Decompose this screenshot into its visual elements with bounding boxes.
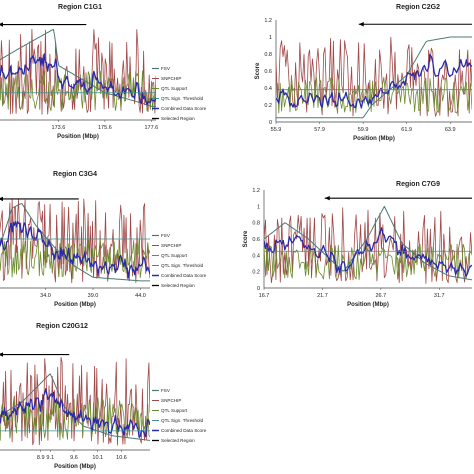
chart-panel-5: Region C20G12 8.9 9.1 9.6 10.1 10.6 Position (…: [0, 323, 207, 470]
legend-entry: QTL Support: [161, 86, 188, 91]
series-combined-score-line: [0, 220, 150, 279]
y-tick-label: 0.8: [264, 52, 272, 58]
series-combined-score-line: [264, 227, 472, 277]
x-tick-label: 177.6: [144, 125, 158, 131]
y-tick-label: 1: [257, 204, 260, 210]
y-tick-label: 0.2: [264, 103, 272, 109]
y-tick-label: 1: [269, 35, 272, 41]
x-axis-label: Position (Mbp): [57, 134, 99, 140]
x-tick-label: 31.7: [434, 293, 445, 299]
y-tick-label: 0.6: [252, 237, 260, 243]
series-fsv-line: [264, 205, 472, 281]
chart-panel-1: Region C1G1 173.6 175.6 177.6 Position (Mbp)…: [0, 4, 207, 140]
x-tick-label: 39.0: [88, 293, 99, 299]
x-axis-label: Position (Mbp): [347, 302, 389, 308]
x-tick-label: 59.9: [358, 127, 369, 133]
series-fsv-line: [0, 203, 150, 282]
x-tick-label: 9.6: [70, 455, 78, 461]
x-tick-label: 57.9: [314, 127, 325, 133]
x-tick-label: 10.1: [92, 455, 103, 461]
y-tick-label: 0.2: [252, 270, 260, 276]
chart-title: Region C1G1: [58, 4, 102, 11]
legend-entry: Selected Region: [161, 438, 195, 443]
x-tick-label: 44.0: [135, 293, 146, 299]
x-axis-label: Position (Mbp): [54, 302, 96, 308]
series-snpchip-line: [0, 28, 156, 115]
x-tick-label: 63.9: [445, 127, 456, 133]
series-qtl-support-line: [264, 242, 472, 281]
selected-region-arrowhead: [358, 22, 364, 27]
y-tick-label: 0.6: [264, 69, 272, 75]
x-tick-label: 21.7: [317, 293, 328, 299]
legend-entry: FSV: [161, 66, 171, 71]
legend-entry: QTL Support: [161, 408, 188, 413]
y-tick-label: 0.8: [252, 221, 260, 227]
selected-region-arrowhead: [0, 196, 3, 202]
legend-entry: QTL Sign. Threshold: [161, 418, 204, 423]
selected-region-arrowhead: [0, 352, 3, 357]
x-axis-label: Position (Mbp): [54, 464, 96, 470]
legend-entry: SNPCHIP: [161, 398, 181, 403]
legend-entry: SNPCHIP: [161, 243, 181, 248]
y-tick-label: 0: [269, 120, 272, 126]
x-tick-label: 10.6: [116, 455, 127, 461]
x-tick-label: 16.7: [259, 293, 270, 299]
x-tick-label: 9.1: [46, 455, 54, 461]
y-tick-label: 0: [257, 286, 260, 292]
x-tick-label: 34.0: [40, 293, 51, 299]
series-combined-score-line: [276, 54, 472, 109]
legend-entry: QTL Support: [161, 253, 188, 258]
chart-title: Region C3G4: [53, 171, 97, 178]
chart-panel-2: Region C2G2 55.9 57.9 59.9 61.9 63.9 0 0.2 0.4 0.…: [255, 4, 472, 142]
selected-region-arrowhead: [0, 22, 3, 27]
x-tick-label: 175.6: [98, 125, 112, 131]
chart-title: Region C2G2: [396, 4, 440, 11]
series-combined-score-line: [0, 388, 150, 438]
chart-panel-4: Region C7G9 16.7 21.7 26.7 31.7 0 0.2 0.4 0.6 0.8…: [243, 181, 472, 308]
legend-entry: FSV: [161, 233, 171, 238]
series-fsv-line: [0, 28, 156, 107]
legend-entry: QTL Sign. Threshold: [161, 263, 204, 268]
x-tick-label: 8.9: [37, 455, 45, 461]
y-axis-label: Score: [255, 62, 261, 79]
legend-entry: Combined Data Score: [161, 106, 207, 111]
y-tick-label: 1.2: [264, 18, 272, 24]
legend-entry: QTL Sign. Threshold: [161, 96, 204, 101]
y-tick-label: 0.4: [264, 86, 272, 92]
legend-entry: Selected Region: [161, 116, 195, 121]
y-tick-label: 0.4: [252, 253, 260, 259]
chart-panel-3: Region C3G4 34.0 39.0 44.0 Position (Mbp) FSV…: [0, 171, 207, 308]
legend-entry: SNPCHIP: [161, 76, 181, 81]
x-tick-label: 61.9: [401, 127, 412, 133]
x-tick-label: 55.9: [271, 127, 282, 133]
y-tick-label: 1.2: [252, 188, 260, 194]
x-axis-label: Position (Mbp): [353, 136, 395, 142]
legend-entry: Combined Data Score: [161, 273, 207, 278]
series-combined-score-line: [0, 53, 156, 106]
x-tick-label: 173.6: [52, 125, 66, 131]
series-snpchip-line: [264, 207, 472, 284]
x-tick-label: 26.7: [375, 293, 386, 299]
chart-title: Region C20G12: [36, 323, 88, 330]
chart-title: Region C7G9: [396, 181, 440, 188]
legend-entry: FSV: [161, 388, 171, 393]
y-axis-label: Score: [243, 230, 249, 247]
legend-entry: Selected Region: [161, 283, 195, 288]
selected-region-arrowhead: [324, 195, 330, 201]
legend-entry: Combined Data Score: [161, 428, 207, 433]
series-fsv-line: [276, 36, 472, 119]
